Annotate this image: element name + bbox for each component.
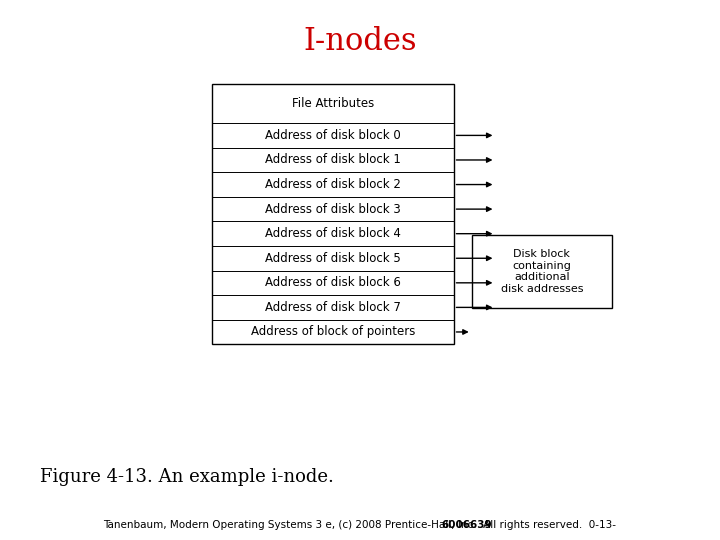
Text: Figure 4-13. An example i-node.: Figure 4-13. An example i-node. xyxy=(40,468,333,486)
Text: Address of disk block 3: Address of disk block 3 xyxy=(265,202,401,215)
Bar xyxy=(212,84,454,344)
Text: Address of disk block 7: Address of disk block 7 xyxy=(265,301,401,314)
Bar xyxy=(472,235,612,308)
Text: Address of disk block 0: Address of disk block 0 xyxy=(265,129,401,142)
Text: Tanenbaum, Modern Operating Systems 3 e, (c) 2008 Prentice-Hall, Inc.  All right: Tanenbaum, Modern Operating Systems 3 e,… xyxy=(104,520,616,530)
Text: I-nodes: I-nodes xyxy=(303,25,417,57)
Text: Disk block
containing
additional
disk addresses: Disk block containing additional disk ad… xyxy=(500,249,583,294)
Text: Address of disk block 6: Address of disk block 6 xyxy=(265,276,401,289)
Text: 6006639: 6006639 xyxy=(441,520,492,530)
Text: Address of disk block 1: Address of disk block 1 xyxy=(265,153,401,166)
Text: Address of disk block 4: Address of disk block 4 xyxy=(265,227,401,240)
Text: File Attributes: File Attributes xyxy=(292,97,374,110)
Text: Address of block of pointers: Address of block of pointers xyxy=(251,326,415,339)
Text: Address of disk block 5: Address of disk block 5 xyxy=(265,252,401,265)
Text: Address of disk block 2: Address of disk block 2 xyxy=(265,178,401,191)
